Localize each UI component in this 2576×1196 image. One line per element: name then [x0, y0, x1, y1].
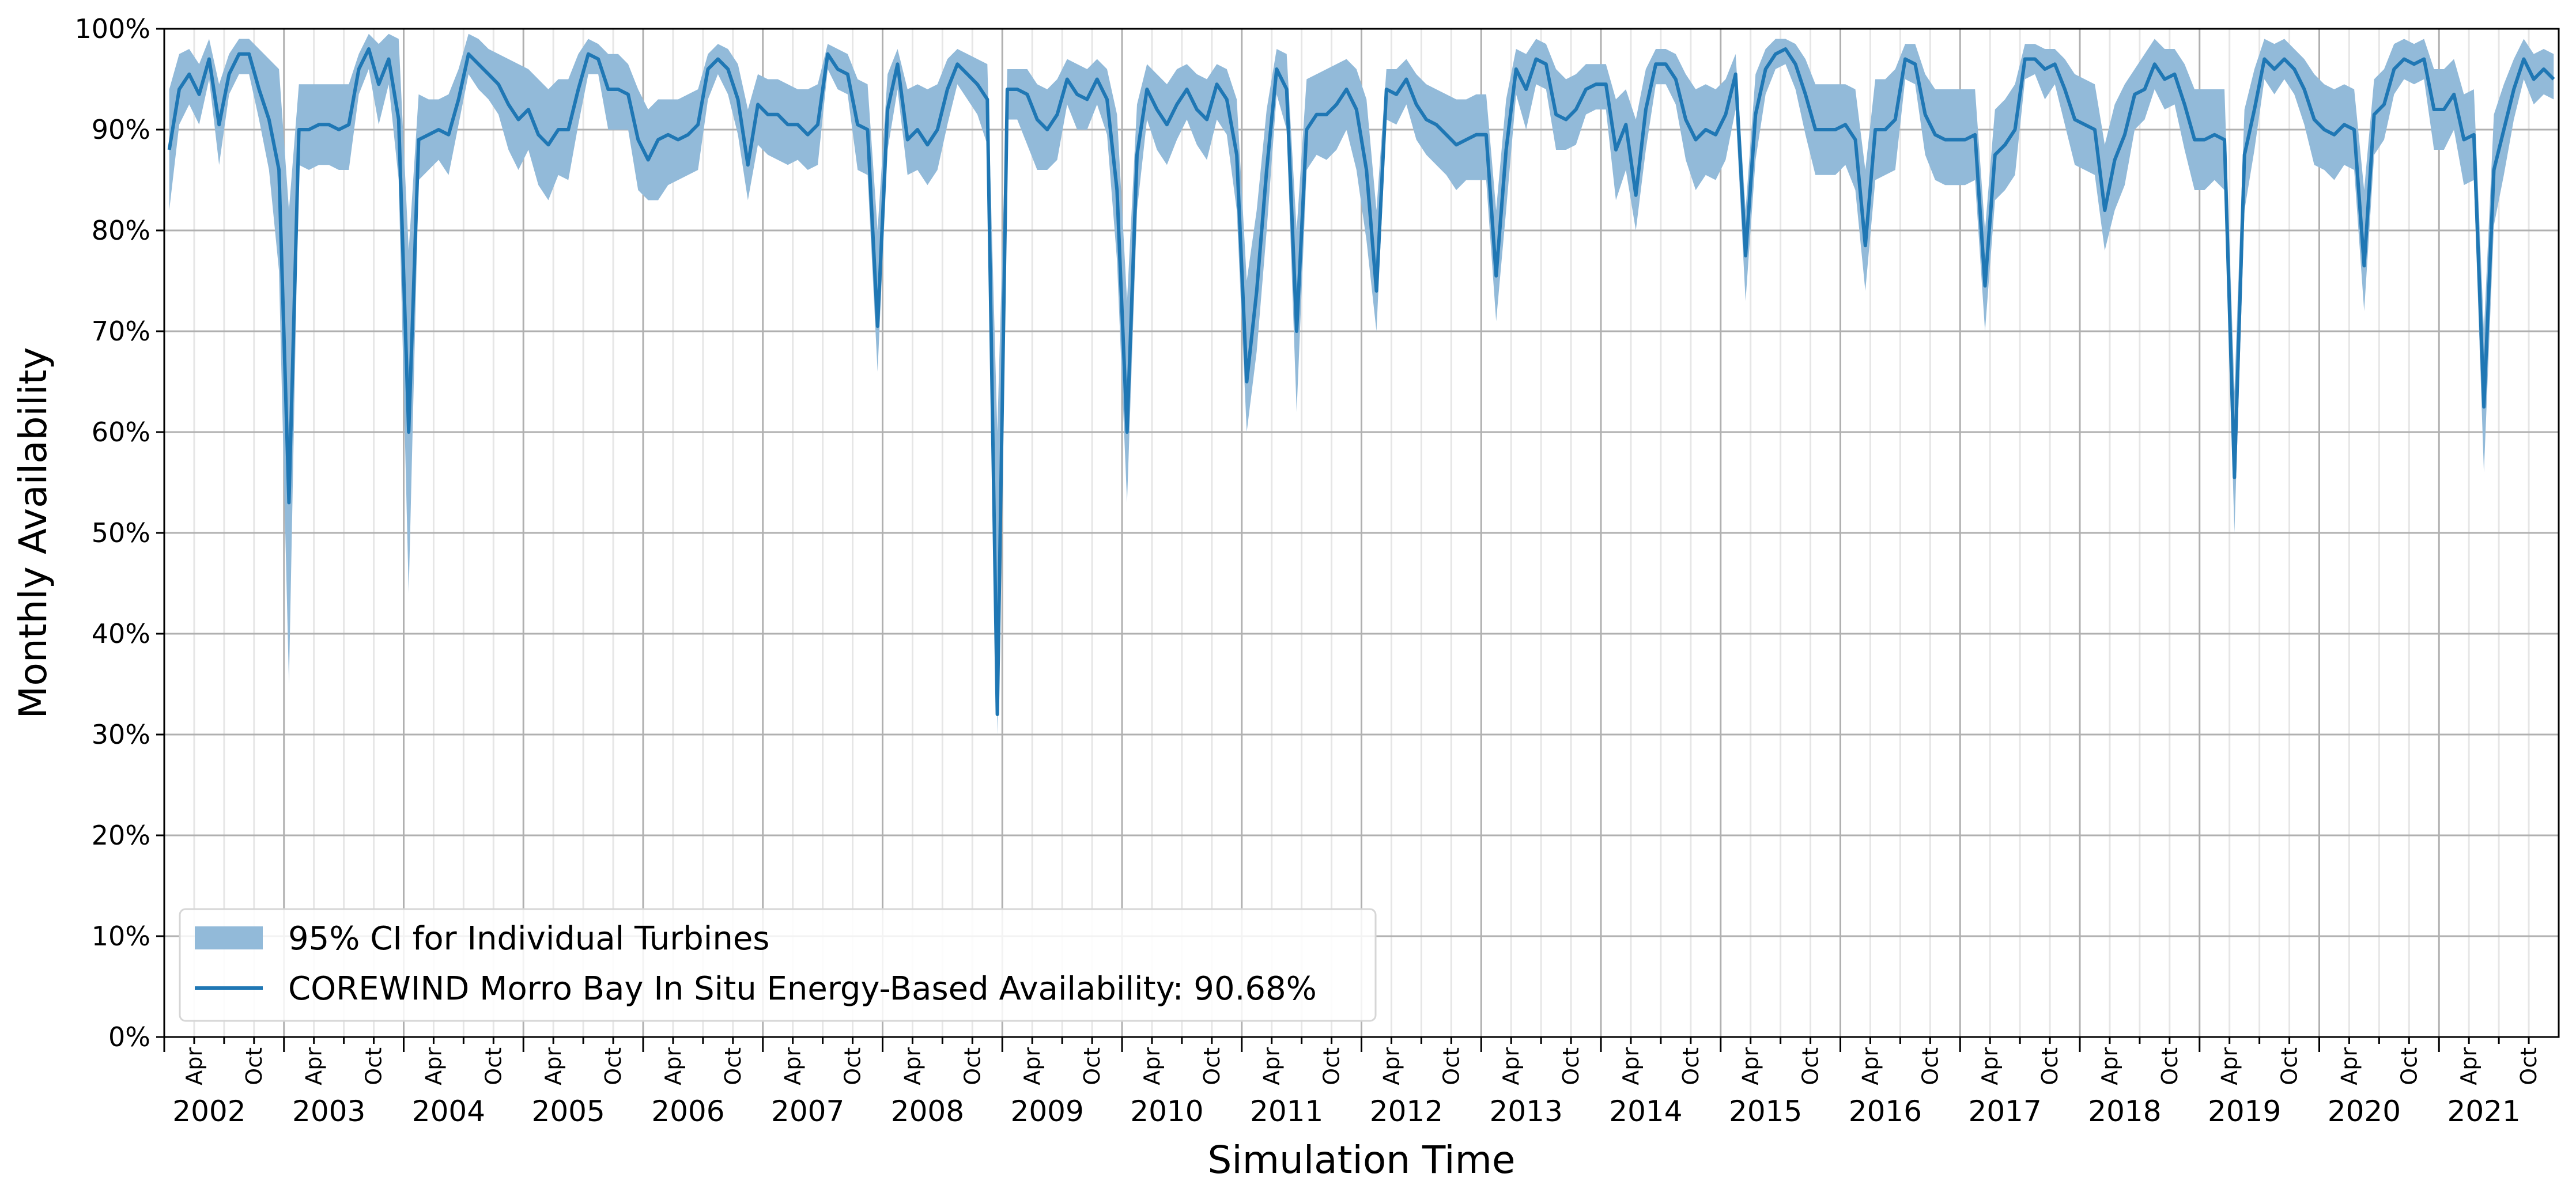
month-tick-label: Apr — [900, 1047, 925, 1085]
month-tick-label: Oct — [1319, 1047, 1344, 1085]
month-tick-label: Oct — [241, 1047, 267, 1085]
month-tick-label: Apr — [421, 1047, 446, 1085]
month-tick-label: Apr — [1498, 1047, 1524, 1085]
month-tick-label: Oct — [1079, 1047, 1105, 1085]
month-tick-label: Apr — [2456, 1047, 2481, 1085]
year-tick-label: 2015 — [1729, 1095, 1802, 1128]
month-tick-label: Apr — [660, 1047, 686, 1085]
year-tick-label: 2010 — [1130, 1095, 1203, 1128]
legend-line-label: COREWIND Morro Bay In Situ Energy-Based … — [288, 970, 1317, 1008]
month-tick-label: Oct — [1199, 1047, 1225, 1085]
year-tick-label: 2013 — [1490, 1095, 1563, 1128]
month-tick-label: Apr — [1977, 1047, 2003, 1085]
month-tick-label: Apr — [2336, 1047, 2362, 1085]
month-tick-label: Oct — [1678, 1047, 1704, 1085]
month-tick-label: Oct — [1917, 1047, 1943, 1085]
legend-box — [179, 908, 1377, 1022]
month-tick-label: Apr — [1378, 1047, 1404, 1085]
month-tick-label: Apr — [2097, 1047, 2122, 1085]
month-tick-label: Oct — [2516, 1047, 2541, 1085]
y-tick-label: 30% — [92, 719, 150, 750]
year-tick-label: 2016 — [1849, 1095, 1922, 1128]
month-tick-label: Apr — [1857, 1047, 1883, 1085]
x-axis-ticks: Apr Oct 2002 Apr Oct 2003 Apr Oct 2004 Apr Oct 2005… — [163, 1037, 2541, 1128]
year-tick-label: 2011 — [1250, 1095, 1323, 1128]
month-tick-label: Apr — [1019, 1047, 1045, 1085]
month-tick-label: Oct — [2157, 1047, 2182, 1085]
month-tick-label: Oct — [720, 1047, 746, 1085]
ci-band-area — [169, 33, 2554, 735]
year-tick-label: 2004 — [412, 1095, 485, 1128]
y-axis-label: Monthly Availability — [11, 347, 55, 719]
month-tick-label: Oct — [361, 1047, 387, 1085]
y-tick-label: 10% — [92, 921, 150, 952]
legend-band-label: 95% CI for Individual Turbines — [288, 920, 769, 957]
y-tick-label: 40% — [92, 618, 150, 649]
year-tick-label: 2003 — [292, 1095, 365, 1128]
y-tick-label: 100% — [74, 13, 150, 44]
month-tick-label: Oct — [1798, 1047, 1823, 1085]
month-tick-label: Apr — [1139, 1047, 1165, 1085]
month-tick-label: Oct — [600, 1047, 626, 1085]
year-tick-label: 2005 — [532, 1095, 605, 1128]
year-tick-label: 2009 — [1011, 1095, 1084, 1128]
year-tick-label: 2019 — [2208, 1095, 2281, 1128]
year-tick-label: 2021 — [2447, 1095, 2521, 1128]
y-tick-label: 20% — [92, 820, 150, 851]
year-tick-label: 2014 — [1609, 1095, 1682, 1128]
y-axis-ticks: 0% 10% 20% 30% 40% 50% 60% 70% 80% 90% 100% — [74, 13, 164, 1053]
availability-series-line — [167, 47, 2555, 716]
month-tick-label: Apr — [1738, 1047, 1763, 1085]
year-tick-label: 2008 — [891, 1095, 964, 1128]
y-tick-label: 70% — [92, 316, 150, 347]
year-tick-label: 2006 — [651, 1095, 724, 1128]
month-tick-label: Oct — [2277, 1047, 2302, 1085]
y-tick-label: 0% — [108, 1021, 150, 1053]
year-tick-label: 2002 — [172, 1095, 245, 1128]
month-tick-label: Oct — [960, 1047, 985, 1085]
year-tick-label: 2017 — [1969, 1095, 2042, 1128]
month-tick-label: Oct — [840, 1047, 866, 1085]
month-tick-label: Oct — [2037, 1047, 2063, 1085]
y-tick-label: 60% — [92, 417, 150, 448]
month-tick-label: Apr — [541, 1047, 566, 1085]
year-tick-label: 2018 — [2088, 1095, 2161, 1128]
y-tick-label: 90% — [92, 114, 150, 145]
x-axis-label: Simulation Time — [1207, 1138, 1515, 1182]
month-tick-label: Apr — [301, 1047, 327, 1085]
month-tick-label: Apr — [1259, 1047, 1285, 1085]
legend-band-swatch — [195, 926, 263, 949]
month-tick-label: Oct — [481, 1047, 506, 1085]
month-tick-label: Apr — [2217, 1047, 2242, 1085]
year-tick-label: 2020 — [2328, 1095, 2401, 1128]
year-tick-label: 2007 — [771, 1095, 844, 1128]
month-tick-label: Apr — [182, 1047, 207, 1085]
legend: 95% CI for Individual Turbines COREWIND … — [179, 908, 1377, 1022]
year-tick-label: 2012 — [1370, 1095, 1443, 1128]
month-tick-label: Apr — [780, 1047, 806, 1085]
y-tick-label: 80% — [92, 215, 150, 246]
y-tick-label: 50% — [92, 517, 150, 548]
month-tick-label: Oct — [1438, 1047, 1464, 1085]
month-tick-label: Oct — [1558, 1047, 1584, 1085]
month-tick-label: Apr — [1618, 1047, 1644, 1085]
month-tick-label: Oct — [2396, 1047, 2422, 1085]
